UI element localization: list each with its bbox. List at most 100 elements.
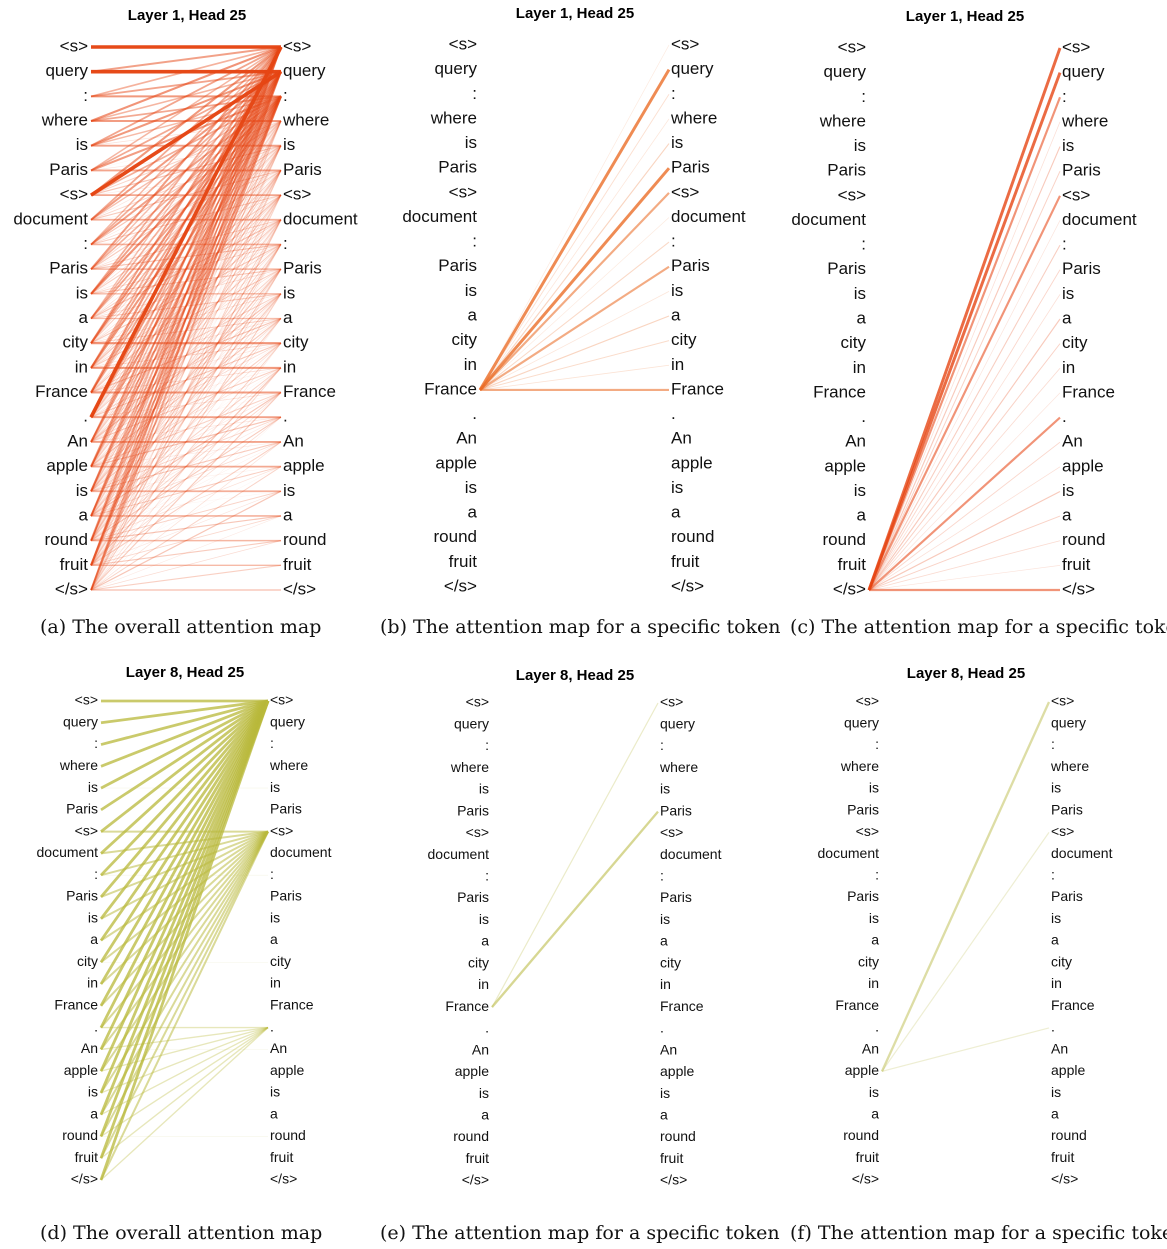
attention-line xyxy=(99,700,270,1007)
attention-line xyxy=(868,515,1061,591)
attention-line xyxy=(880,701,1051,1072)
right-token: a xyxy=(660,1107,668,1123)
right-token: An xyxy=(1062,432,1083,451)
attention-line xyxy=(90,293,282,393)
attention-line xyxy=(90,120,282,566)
right-token: <s> xyxy=(671,182,699,201)
left-token: fruit xyxy=(466,1150,489,1166)
panel-caption: (f) The attention map for a specific tok… xyxy=(790,1222,1167,1244)
attention-line xyxy=(90,46,282,270)
attention-line xyxy=(868,392,1061,591)
attention-line xyxy=(99,700,270,1181)
attention-line xyxy=(479,118,670,391)
right-token: a xyxy=(671,305,681,324)
right-token: round xyxy=(270,1127,306,1143)
left-token: city xyxy=(452,330,478,349)
left-token: : xyxy=(83,86,88,105)
right-token: a xyxy=(1051,1106,1059,1122)
attention-line xyxy=(90,95,282,246)
left-token: where xyxy=(450,759,489,775)
right-token: document xyxy=(270,844,332,860)
attention-line xyxy=(100,699,269,855)
right-token: document xyxy=(1051,845,1113,861)
attention-line xyxy=(479,94,670,391)
attention-line xyxy=(90,71,282,467)
attention-line xyxy=(90,490,282,566)
attention-line xyxy=(100,1027,269,1181)
attention-line xyxy=(90,392,282,591)
left-token: <s> xyxy=(466,824,489,840)
attention-line xyxy=(90,416,282,443)
attention-line xyxy=(868,441,1061,591)
right-token: document xyxy=(283,209,358,228)
attention-line xyxy=(100,699,269,746)
attention-lines xyxy=(491,702,659,1008)
right-token: <s> xyxy=(270,692,293,708)
attention-line xyxy=(90,170,282,566)
attention-line xyxy=(90,268,282,418)
left-token: where xyxy=(59,757,98,773)
right-token: a xyxy=(660,933,668,949)
right-token: a xyxy=(1051,932,1059,948)
attention-panel: Layer 1, Head 25<s> <s>query query::where w… xyxy=(380,5,781,638)
left-token: is xyxy=(854,136,866,155)
right-token: France xyxy=(660,998,704,1014)
right-token: is xyxy=(671,133,683,152)
attention-line xyxy=(90,194,282,517)
attention-line xyxy=(90,293,282,591)
right-token: where xyxy=(282,111,329,130)
left-token: apple xyxy=(435,453,477,472)
attention-line xyxy=(90,392,282,468)
right-token: Paris xyxy=(671,256,710,275)
attention-line xyxy=(90,367,282,393)
right-token: fruit xyxy=(1051,1149,1074,1165)
attention-line xyxy=(90,392,282,566)
attention-line xyxy=(90,244,282,566)
left-token: fruit xyxy=(838,555,867,574)
left-token: round xyxy=(434,527,477,546)
left-token: </s> xyxy=(444,576,477,595)
attention-line xyxy=(491,810,659,1008)
attention-line xyxy=(90,46,282,394)
attention-line xyxy=(868,195,1061,591)
right-token: <s> xyxy=(1062,37,1090,56)
left-token: Paris xyxy=(438,256,477,275)
attention-line xyxy=(90,392,282,541)
left-token: France xyxy=(424,379,477,398)
attention-line xyxy=(881,832,1050,1072)
attention-line xyxy=(99,700,270,985)
right-token: is xyxy=(1051,910,1061,926)
left-token: is xyxy=(854,284,866,303)
attention-line xyxy=(479,143,670,391)
attention-line xyxy=(100,831,269,1072)
attention-line xyxy=(90,46,282,221)
right-token: apple xyxy=(283,456,325,475)
attention-line xyxy=(478,167,671,391)
attention-line xyxy=(90,392,282,492)
attention-line xyxy=(90,466,282,591)
attention-line xyxy=(90,342,282,418)
right-token: apple xyxy=(1051,1062,1085,1078)
right-token: apple xyxy=(660,1063,694,1079)
attention-line xyxy=(479,291,670,391)
attention-line xyxy=(479,192,670,391)
right-token: France xyxy=(1051,997,1095,1013)
attention-line xyxy=(90,46,282,98)
left-token: a xyxy=(90,1105,98,1121)
right-token: in xyxy=(1062,358,1075,377)
left-token: apple xyxy=(845,1062,879,1078)
left-token: in xyxy=(868,975,879,991)
right-token: : xyxy=(270,735,274,751)
attention-line xyxy=(90,416,282,492)
left-token: is xyxy=(88,1084,98,1100)
attention-line xyxy=(90,318,282,468)
attention-line xyxy=(90,244,282,591)
left-token: </s> xyxy=(462,1172,489,1188)
attention-line xyxy=(90,540,282,566)
attention-line xyxy=(90,244,282,467)
right-token: Paris xyxy=(283,160,322,179)
left-token: document xyxy=(428,846,490,862)
right-token: <s> xyxy=(671,34,699,53)
left-token: Paris xyxy=(827,161,866,180)
